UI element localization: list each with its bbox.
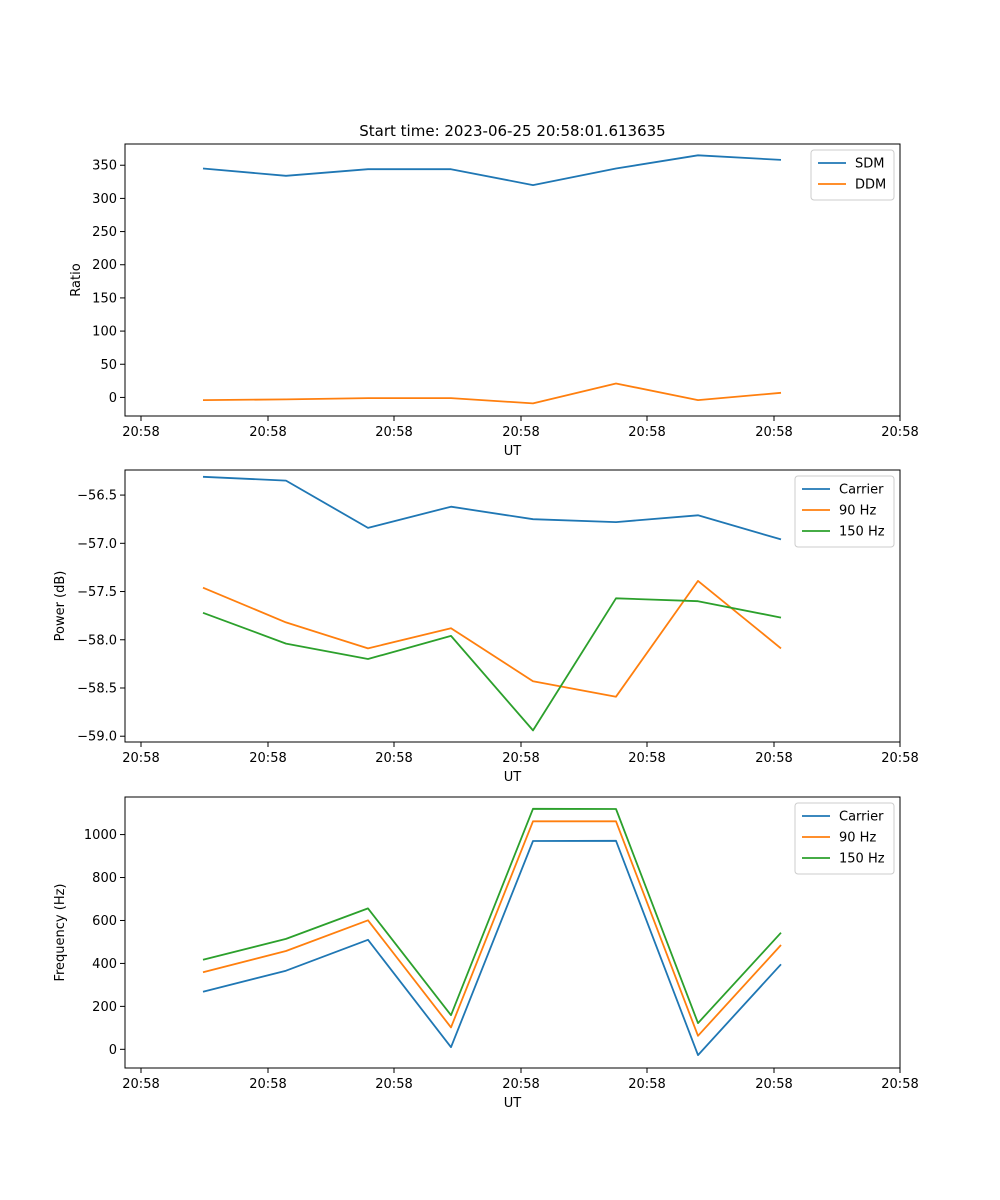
y-tick-label: 350 xyxy=(92,159,117,174)
series-line-150-hz xyxy=(202,807,782,1024)
x-tick-label: 20:58 xyxy=(881,751,918,766)
y-tick-label: 250 xyxy=(92,225,117,240)
chart-panel-2: 20:58 20:58 20:58 20:58 20:58 20:58 20:58 −59.0… xyxy=(53,469,919,785)
x-tick-label: 20:58 xyxy=(502,1077,539,1092)
x-tick-label: 20:58 xyxy=(628,1077,665,1092)
x-axis-label: UT xyxy=(504,770,522,785)
y-axis-label: Power (dB) xyxy=(53,571,68,642)
x-tick-label: 20:58 xyxy=(122,425,159,440)
x-tick-label: 20:58 xyxy=(881,1077,918,1092)
x-tick-label: 20:58 xyxy=(881,425,918,440)
y-tick-label: 200 xyxy=(92,258,117,273)
x-tick-label: 20:58 xyxy=(122,1077,159,1092)
series-line-carrier xyxy=(202,839,782,1056)
y-tick-label: 300 xyxy=(92,192,117,207)
y-tick-label: −57.5 xyxy=(77,585,117,600)
y-axis-label: Ratio xyxy=(69,263,84,296)
legend-label: SDM xyxy=(855,157,884,172)
y-tick-label: 50 xyxy=(100,358,117,373)
x-tick-label: 20:58 xyxy=(755,751,792,766)
legend: Carrier 90 Hz 150 Hz xyxy=(794,475,895,548)
axes-frame xyxy=(124,469,901,743)
legend-box xyxy=(794,475,895,548)
y-tick-label: 0 xyxy=(109,1043,117,1058)
y-tick-label: 1000 xyxy=(84,828,117,843)
y-tick-label: −58.5 xyxy=(77,681,117,696)
x-tick-label: 20:58 xyxy=(755,1077,792,1092)
series-line-150-hz xyxy=(202,597,782,732)
y-tick-label: −59.0 xyxy=(77,730,117,745)
y-tick-label: 100 xyxy=(92,325,117,340)
y-tick-label: 800 xyxy=(92,871,117,886)
y-tick-label: 150 xyxy=(92,291,117,306)
series-line-carrier xyxy=(202,475,782,541)
x-axis-label: UT xyxy=(504,1096,522,1111)
x-tick-label: 20:58 xyxy=(249,1077,286,1092)
x-tick-label: 20:58 xyxy=(375,751,412,766)
chart-panel-3: 20:58 20:58 20:58 20:58 20:58 20:58 20:58 0 200 4… xyxy=(53,796,919,1111)
y-tick-label: 200 xyxy=(92,1000,117,1015)
y-tick-label: 600 xyxy=(92,914,117,929)
legend-label: 150 Hz xyxy=(839,852,885,867)
legend-label: 90 Hz xyxy=(839,831,876,846)
legend-label: Carrier xyxy=(839,810,884,825)
x-tick-label: 20:58 xyxy=(502,425,539,440)
legend-label: Carrier xyxy=(839,483,884,498)
y-tick-label: 0 xyxy=(109,391,117,406)
y-axis-label: Frequency (Hz) xyxy=(53,883,68,981)
x-tick-label: 20:58 xyxy=(628,425,665,440)
y-tick-label: −56.5 xyxy=(77,489,117,504)
x-tick-label: 20:58 xyxy=(755,425,792,440)
x-tick-label: 20:58 xyxy=(249,751,286,766)
x-axis-label: UT xyxy=(504,444,522,459)
legend-label: DDM xyxy=(855,178,886,193)
x-tick-label: 20:58 xyxy=(502,751,539,766)
y-tick-label: 400 xyxy=(92,957,117,972)
chart-panel-1: 20:58 20:58 20:58 20:58 20:58 20:58 20:58 0 50 10… xyxy=(69,143,919,459)
x-tick-label: 20:58 xyxy=(375,425,412,440)
x-tick-label: 20:58 xyxy=(122,751,159,766)
figure-title: Start time: 2023-06-25 20:58:01.613635 xyxy=(359,122,665,140)
series-line-90-hz xyxy=(202,820,782,1037)
x-tick-label: 20:58 xyxy=(249,425,286,440)
legend-label: 90 Hz xyxy=(839,504,876,519)
legend: SDM DDM xyxy=(810,149,895,201)
panels: 20:58 20:58 20:58 20:58 20:58 20:58 20:58 0 50 10… xyxy=(53,143,919,1111)
x-tick-label: 20:58 xyxy=(375,1077,412,1092)
y-tick-label: −57.0 xyxy=(77,537,117,552)
series-line-90-hz xyxy=(202,580,782,698)
x-tick-label: 20:58 xyxy=(628,751,665,766)
axes-frame xyxy=(124,143,901,417)
axes-frame xyxy=(124,796,901,1069)
legend-box xyxy=(794,802,895,875)
legend-label: 150 Hz xyxy=(839,525,885,540)
series-line-sdm xyxy=(202,154,782,187)
y-tick-label: −58.0 xyxy=(77,633,117,648)
legend: Carrier 90 Hz 150 Hz xyxy=(794,802,895,875)
series-line-ddm xyxy=(202,382,782,405)
